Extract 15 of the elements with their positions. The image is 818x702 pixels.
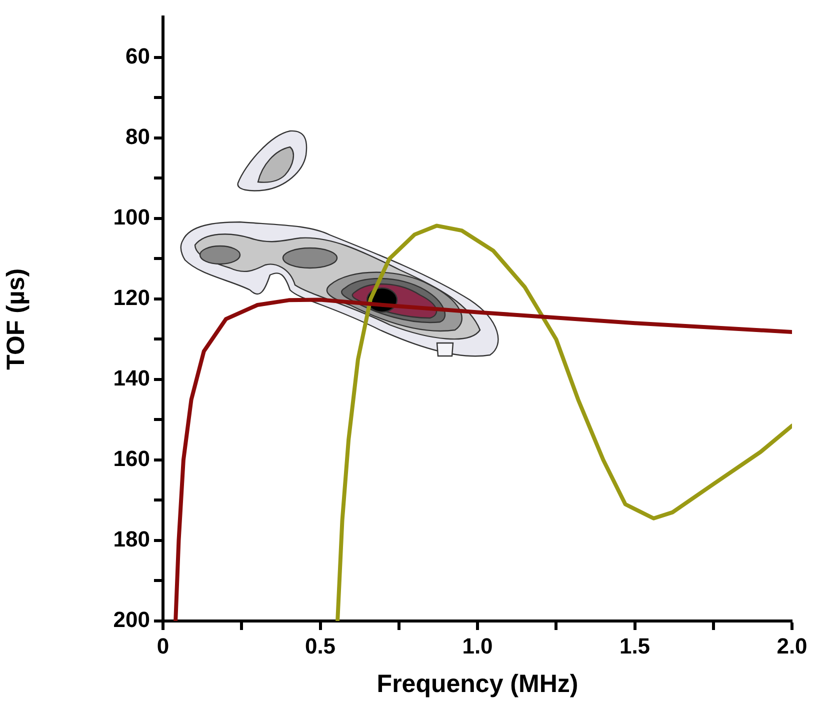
y-axis-title: TOF (µs) bbox=[2, 268, 30, 370]
y-tick-label: 120 bbox=[113, 285, 150, 310]
y-tick-label: 180 bbox=[113, 526, 150, 552]
y-tick-label: 60 bbox=[126, 44, 150, 69]
x-tick-label: 2.0 bbox=[776, 633, 808, 658]
y-tick-label: 160 bbox=[113, 446, 150, 472]
x-tick-label: 0.5 bbox=[304, 633, 336, 658]
x-axis-title: Frequency (MHz) bbox=[376, 670, 578, 698]
y-tick-label: 140 bbox=[113, 366, 150, 391]
x-tick-label: 0 bbox=[156, 633, 170, 658]
x-tick-label: 1.5 bbox=[619, 633, 650, 658]
y-tick-label: 100 bbox=[113, 204, 150, 230]
y-tick-label: 200 bbox=[113, 607, 150, 632]
x-tick-label: 1.0 bbox=[462, 633, 493, 658]
y-tick-label: 80 bbox=[126, 124, 150, 150]
